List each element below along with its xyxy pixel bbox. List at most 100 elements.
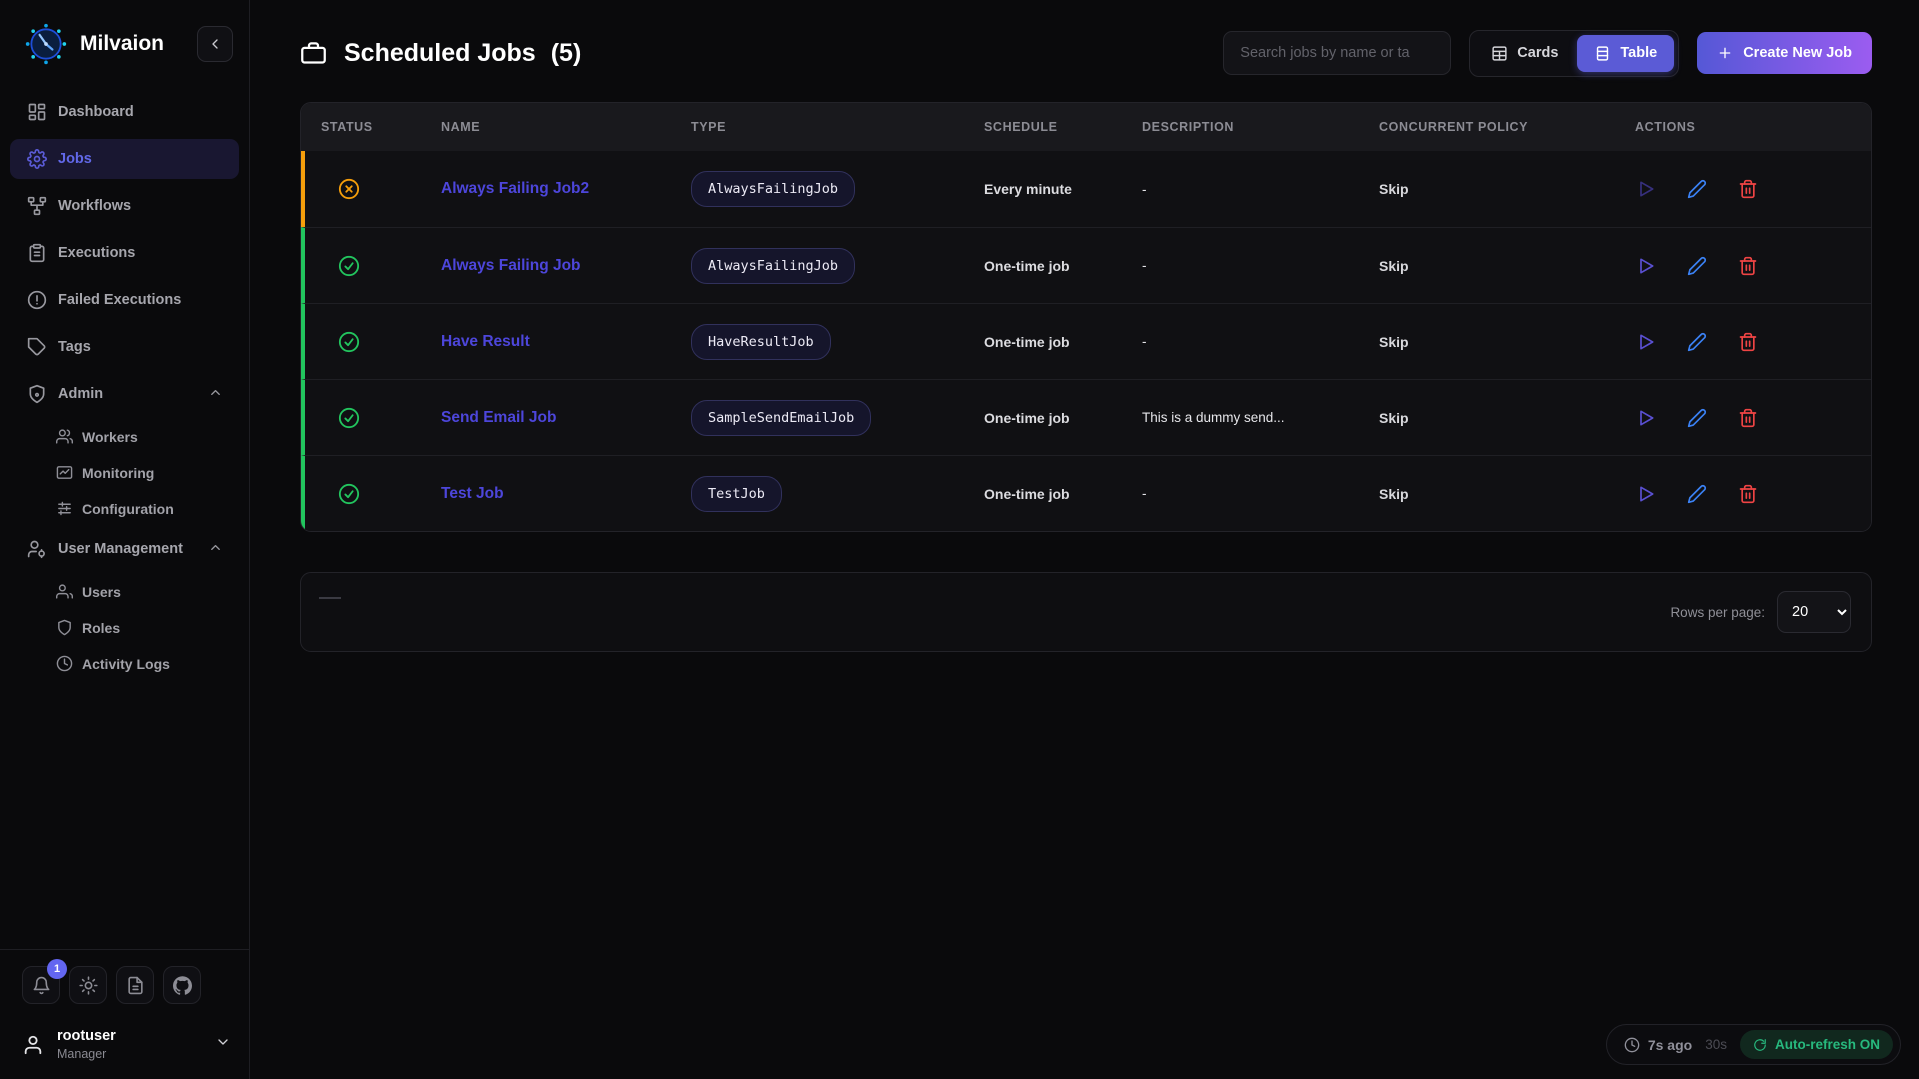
users-icon [56, 429, 73, 444]
user-gear-icon [27, 540, 45, 559]
run-job-button[interactable] [1636, 256, 1656, 276]
clock-icon [1624, 1037, 1640, 1052]
table-row: Always Failing Job AlwaysFailingJob One-… [301, 227, 1871, 303]
user-profile[interactable]: rootuser Manager [22, 1028, 231, 1061]
play-icon [1640, 410, 1654, 425]
topbar: Scheduled Jobs (5) Cards Table Create Ne… [300, 0, 1872, 77]
github-button[interactable] [163, 966, 201, 1004]
chevron-left-icon [212, 39, 218, 49]
run-job-button[interactable] [1636, 332, 1656, 352]
sidebar-item-label: Workflows [58, 198, 132, 214]
play-icon [1640, 334, 1654, 349]
app-logo-icon [25, 23, 67, 65]
sidebar-item-monitoring[interactable]: Monitoring [10, 457, 239, 488]
view-table-button[interactable]: Table [1577, 34, 1675, 72]
edit-job-button[interactable] [1687, 484, 1707, 504]
sidebar-item-label: Roles [82, 619, 121, 636]
rows-per-page-label: Rows per page: [1670, 604, 1765, 620]
play-icon [1640, 486, 1654, 501]
edit-job-button[interactable] [1687, 408, 1707, 428]
job-type-badge: AlwaysFailingJob [691, 247, 856, 284]
trash-icon [1739, 332, 1757, 351]
pencil-icon [1687, 484, 1707, 503]
sidebar-item-workers[interactable]: Workers [10, 421, 239, 452]
edit-job-button[interactable] [1687, 332, 1707, 352]
app-title: Milvaion [80, 32, 165, 55]
create-new-job-label: Create New Job [1743, 45, 1852, 61]
job-schedule: One-time job [984, 333, 1070, 350]
column-header-schedule: SCHEDULE [984, 120, 1058, 134]
user-role: Manager [57, 1047, 107, 1061]
sidebar-item-label: Configuration [82, 500, 174, 517]
job-policy: Skip [1379, 409, 1409, 426]
job-name-link[interactable]: Have Result [441, 332, 530, 350]
job-schedule: Every minute [984, 181, 1072, 197]
page-title: Scheduled Jobs [344, 38, 536, 67]
delete-job-button[interactable] [1738, 332, 1758, 352]
table-view-icon [1597, 45, 1609, 61]
auto-refresh-toggle[interactable]: Auto-refresh ON [1739, 1030, 1893, 1059]
rows-per-page-select[interactable]: 20 [1777, 591, 1851, 633]
docs-button[interactable] [116, 966, 154, 1004]
sidebar-item-roles[interactable]: Roles [10, 612, 239, 643]
sidebar-item-users[interactable]: Users [10, 576, 239, 607]
plus-icon [1719, 47, 1731, 59]
run-job-button[interactable] [1636, 179, 1656, 199]
job-name-link[interactable]: Always Failing Job [441, 256, 581, 274]
sidebar-group-admin[interactable]: Admin [10, 374, 239, 414]
run-job-button[interactable] [1636, 408, 1656, 428]
dashboard-icon [28, 103, 46, 121]
theme-toggle-button[interactable] [69, 966, 107, 1004]
view-cards-button[interactable]: Cards [1474, 35, 1575, 72]
sidebar-item-executions[interactable]: Executions [10, 233, 239, 273]
search-input[interactable] [1223, 31, 1452, 75]
jobs-table: STATUS NAME TYPE SCHEDULE DESCRIPTION CO… [300, 102, 1872, 532]
sidebar-item-configuration[interactable]: Configuration [10, 493, 239, 524]
job-name-link[interactable]: Always Failing Job2 [441, 180, 590, 197]
sidebar-header: Milvaion [0, 0, 249, 92]
sidebar-item-workflows[interactable]: Workflows [10, 186, 239, 226]
delete-job-button[interactable] [1738, 408, 1758, 428]
create-new-job-button[interactable]: Create New Job [1697, 32, 1872, 74]
delete-job-button[interactable] [1738, 256, 1758, 276]
job-policy: Skip [1379, 485, 1409, 502]
delete-job-button[interactable] [1738, 179, 1758, 199]
sun-icon [78, 975, 98, 995]
job-name-link[interactable]: Test Job [441, 484, 504, 502]
pagination-dash [319, 597, 341, 599]
job-schedule: One-time job [984, 485, 1070, 502]
column-header-policy: CONCURRENT POLICY [1379, 120, 1529, 134]
pagination-bar: Rows per page: 20 [300, 572, 1872, 652]
run-job-button[interactable] [1636, 484, 1656, 504]
sidebar-group-label: User Management [58, 541, 183, 557]
sidebar-group-user-management[interactable]: User Management [10, 529, 239, 569]
column-header-type: TYPE [691, 120, 727, 134]
view-cards-label: Cards [1517, 45, 1559, 61]
sidebar-item-jobs[interactable]: Jobs [10, 139, 239, 179]
sidebar-nav: Dashboard Jobs Workflows Executions Fail… [0, 92, 249, 949]
edit-job-button[interactable] [1687, 179, 1707, 199]
bell-icon [33, 976, 49, 994]
edit-job-button[interactable] [1687, 256, 1707, 276]
status-success-icon [338, 331, 360, 352]
sidebar-item-activity-logs[interactable]: Activity Logs [10, 648, 239, 679]
notifications-button[interactable]: 1 [22, 959, 67, 1004]
sidebar-collapse-button[interactable] [197, 26, 233, 62]
job-description: - [1142, 258, 1147, 273]
sidebar-item-dashboard[interactable]: Dashboard [10, 92, 239, 132]
table-row: Send Email Job SampleSendEmailJob One-ti… [301, 379, 1871, 455]
sidebar-item-tags[interactable]: Tags [10, 327, 239, 367]
table-header-row: STATUS NAME TYPE SCHEDULE DESCRIPTION CO… [301, 103, 1871, 151]
sliders-icon [58, 501, 71, 516]
refresh-icon [1754, 1038, 1766, 1051]
job-name-link[interactable]: Send Email Job [441, 408, 557, 426]
column-header-actions: ACTIONS [1635, 120, 1696, 134]
sidebar-item-failed-executions[interactable]: Failed Executions [10, 280, 239, 320]
delete-job-button[interactable] [1738, 484, 1758, 504]
table-row: Always Failing Job2 AlwaysFailingJob Eve… [301, 151, 1871, 227]
job-schedule: One-time job [984, 257, 1070, 274]
play-icon [1640, 181, 1654, 197]
notification-badge: 1 [47, 959, 67, 979]
users-icon [56, 584, 73, 599]
last-refresh-text: 7s ago [1647, 1036, 1693, 1053]
